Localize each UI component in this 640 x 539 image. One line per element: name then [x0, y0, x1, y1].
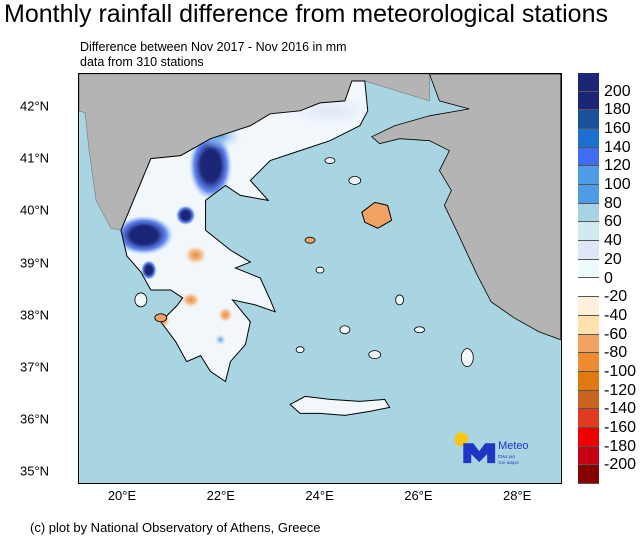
colorbar-cell	[578, 222, 599, 242]
colorbar-cell	[578, 446, 599, 466]
colorbar-cell	[578, 278, 599, 298]
colorbar-label: 120	[604, 157, 631, 175]
colorbar-label: -120	[604, 381, 637, 399]
logo-tagline-2: τον καιρό	[498, 459, 519, 466]
colorbar-cell	[578, 427, 599, 447]
colorbar-cell	[578, 129, 599, 148]
colorbar-cell	[578, 147, 599, 167]
colorbar-cell	[578, 259, 599, 279]
lon-tick-label: 22°E	[206, 488, 235, 503]
colorbar-cell	[578, 409, 599, 428]
lat-tick-label: 35°N	[20, 463, 50, 479]
colorbar-label: -200	[604, 456, 637, 474]
colorbar-label: -80	[604, 344, 628, 362]
colorbar-cell	[578, 241, 599, 260]
lat-tick-label: 41°N	[20, 150, 50, 166]
colorbar-label: -20	[604, 288, 628, 306]
colorbar-cell	[578, 91, 599, 111]
colorbar-cell	[578, 203, 599, 223]
lat-tick-label: 40°N	[20, 202, 50, 218]
colorbar-cell	[578, 390, 599, 410]
colorbar-cell	[578, 465, 599, 484]
turkey-land	[371, 74, 561, 341]
colorbar-label: 200	[604, 82, 631, 100]
colorbar-cell	[578, 297, 599, 316]
logo-name: Meteo	[498, 440, 528, 452]
crete	[289, 395, 391, 416]
colorbar-cell	[578, 334, 599, 354]
colorbar-cell	[578, 353, 599, 372]
colorbar-label: -140	[604, 400, 637, 418]
colorbar-label: -60	[604, 325, 628, 343]
colorbar-cell	[578, 371, 599, 391]
lat-tick-label: 36°N	[20, 411, 50, 427]
subtitle-period: Difference between Nov 2017 - Nov 2016 i…	[80, 40, 347, 54]
colorbar-cell	[578, 315, 599, 335]
colorbar-label: 40	[604, 232, 622, 250]
colorbar-label: 80	[604, 194, 622, 212]
greece-mainland	[120, 80, 369, 383]
lat-tick-label: 42°N	[20, 98, 50, 114]
logo-tagline-1: Όλα για	[497, 454, 515, 460]
colorbar-label: -160	[604, 418, 637, 436]
lat-tick-label: 39°N	[20, 255, 50, 271]
lon-tick-label: 20°E	[107, 488, 137, 503]
colorbar-label: -40	[604, 306, 628, 324]
colorbar-label: 160	[604, 120, 631, 138]
colorbar-label: 180	[604, 101, 631, 119]
lon-tick-label: 28°E	[503, 488, 532, 503]
colorbar-label: 60	[604, 213, 622, 231]
colorbar-label: -100	[604, 362, 637, 380]
colorbar-cell	[578, 185, 599, 204]
colorbar-label: 140	[604, 138, 631, 156]
lon-tick-label: 24°E	[305, 488, 334, 503]
lesvos	[361, 201, 393, 229]
subtitle-stations: data from 310 stations	[80, 55, 204, 69]
lat-tick-label: 38°N	[20, 307, 50, 323]
footer-credit: (c) plot by National Observatory of Athe…	[30, 520, 321, 535]
colorbar-label: -180	[604, 437, 637, 455]
islands	[134, 157, 474, 367]
lon-tick-label: 26°E	[404, 488, 433, 503]
colorbar-label: 100	[604, 176, 631, 194]
lat-tick-label: 37°N	[20, 359, 50, 375]
colorbar-label: 20	[604, 250, 622, 268]
colorbar-cell	[578, 73, 599, 92]
colorbar-label: 0	[604, 269, 613, 287]
page-title: Monthly rainfall difference from meteoro…	[4, 0, 608, 28]
colorbar-cell	[578, 166, 599, 186]
meteo-logo: Meteo Όλα για τον καιρό	[454, 432, 529, 466]
rainfall-map: Meteo Όλα για τον καιρό	[78, 73, 562, 484]
colorbar-cell	[578, 110, 599, 130]
